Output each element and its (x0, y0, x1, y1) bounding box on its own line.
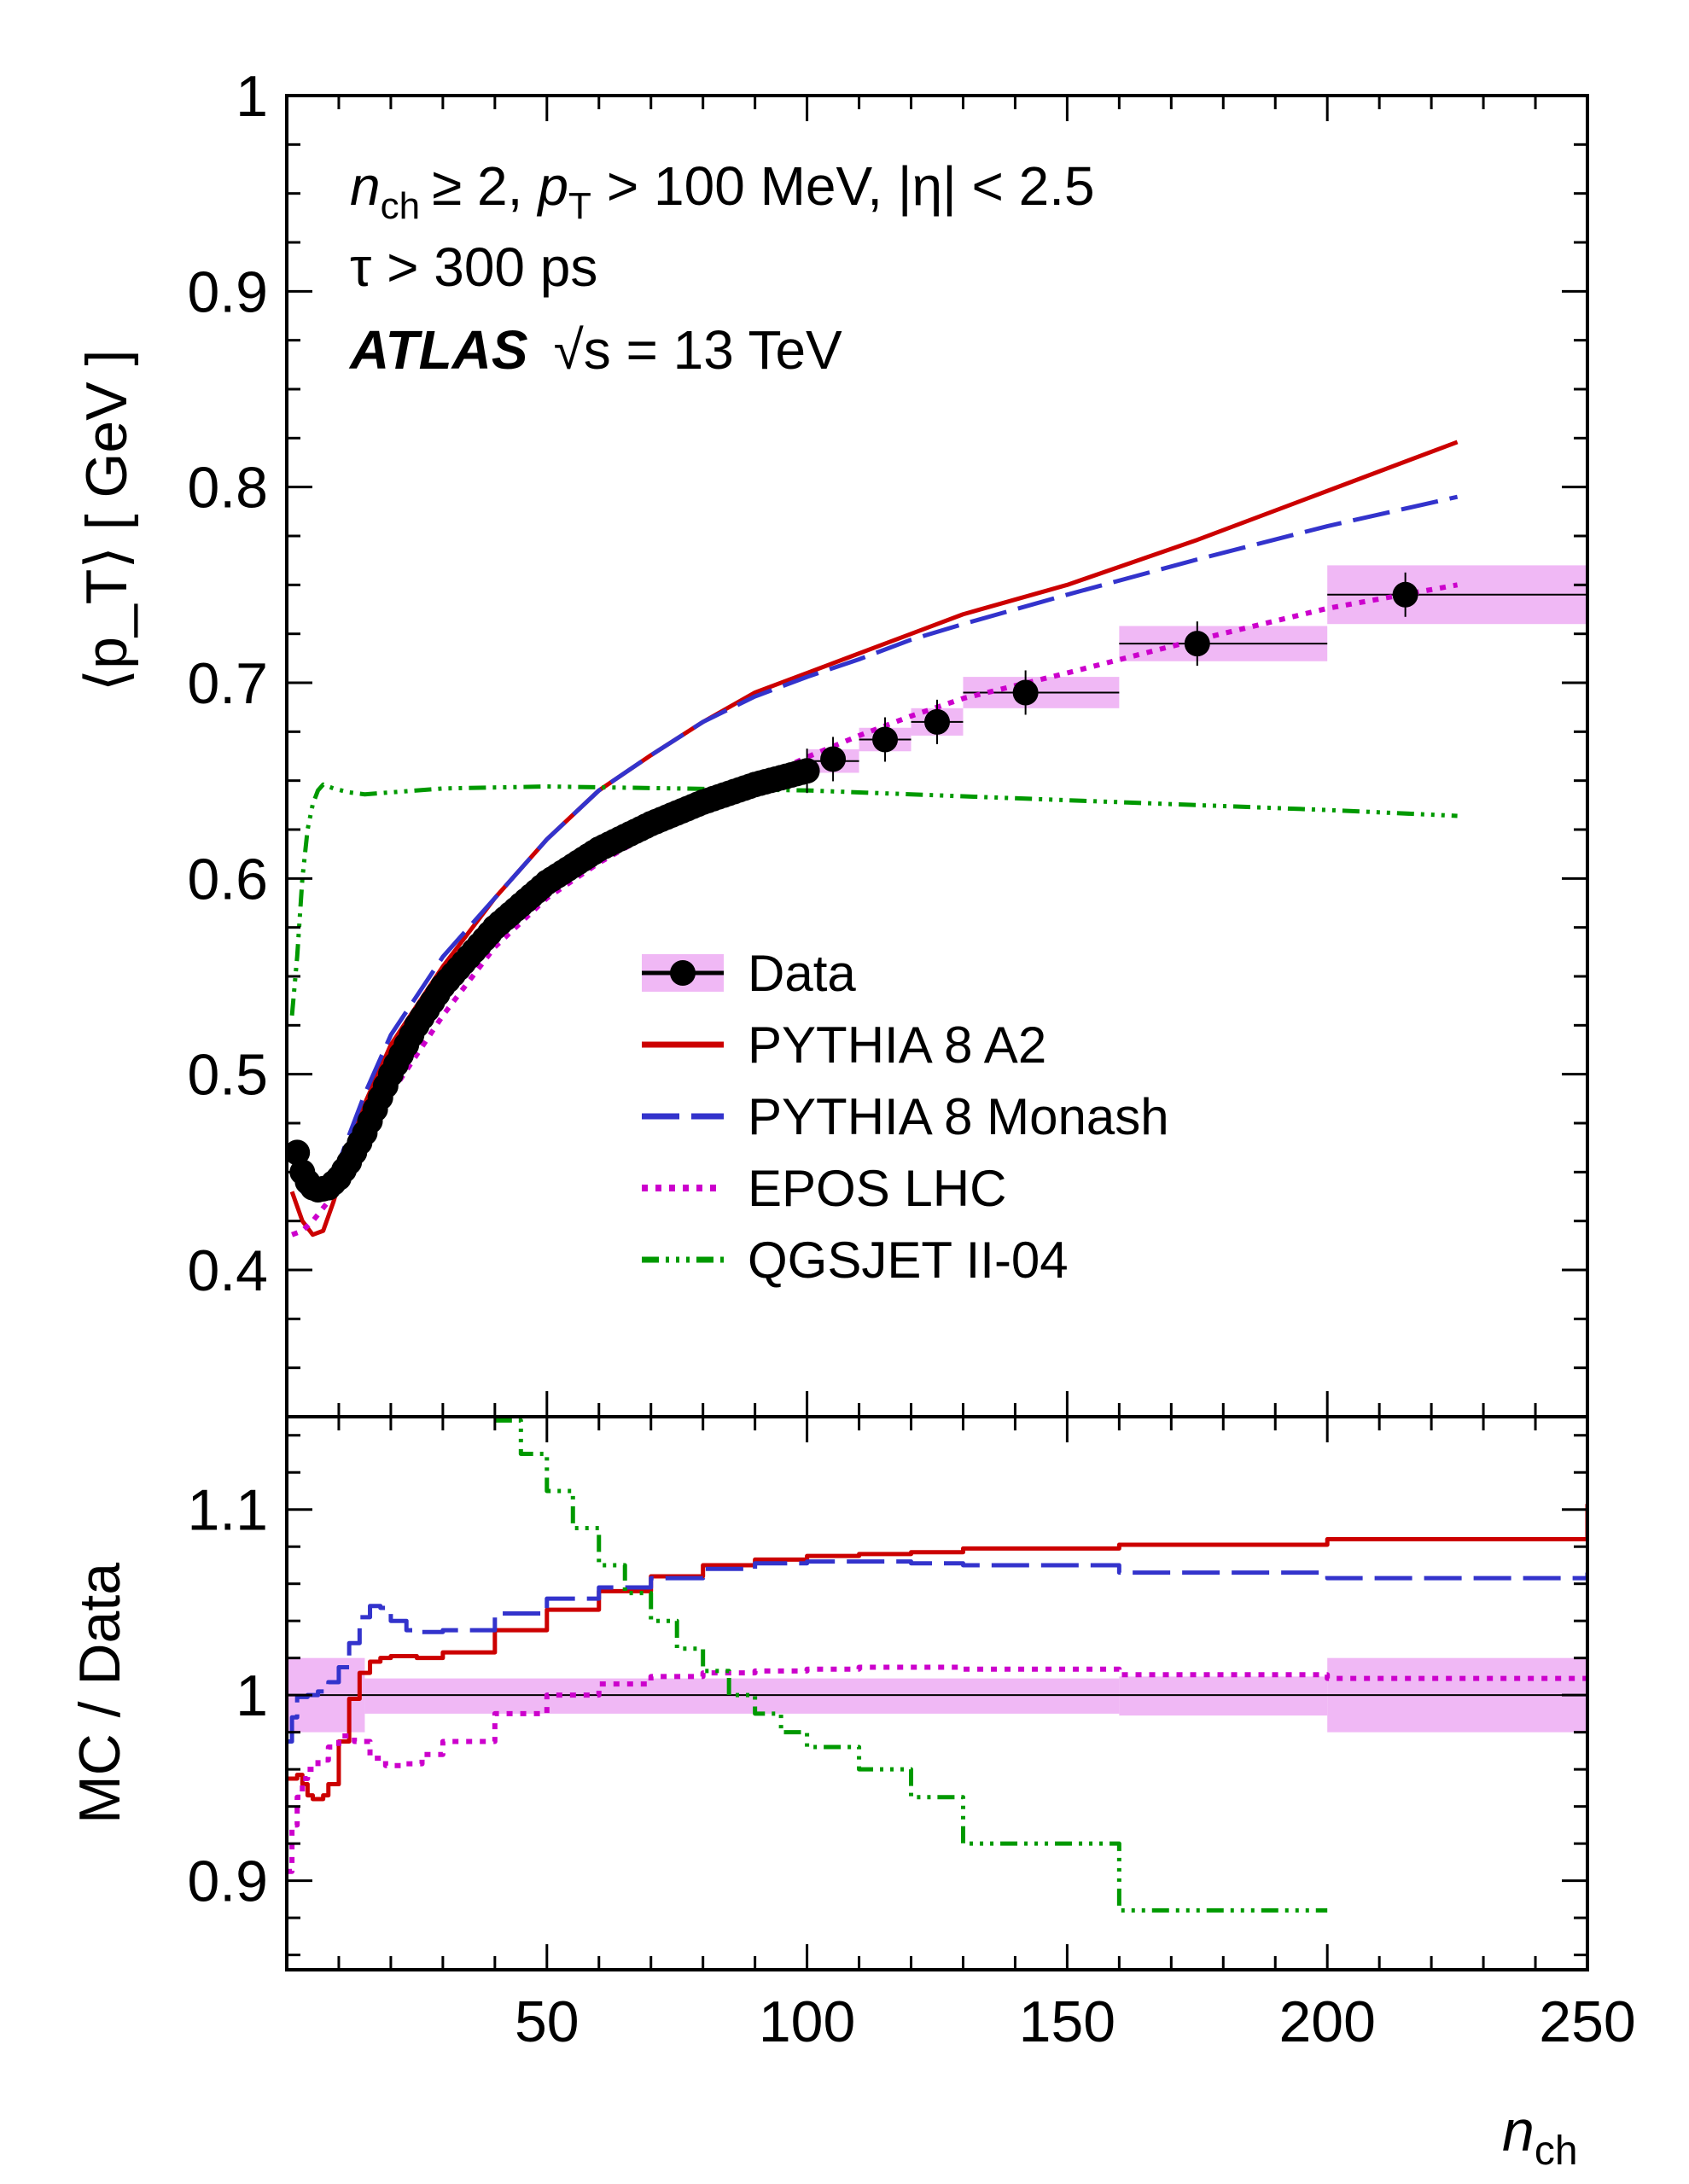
series-epos-lhc (287, 1664, 1587, 1874)
data-point (372, 1073, 399, 1099)
data-point (1184, 631, 1210, 657)
top-y-tick-label: 0.6 (187, 847, 268, 911)
top-y-tick-label: 0.4 (187, 1238, 268, 1303)
bottom-y-axis-ticks: 0.9 1 1.1 (187, 1434, 1587, 1957)
bottom-panel: 0.9 1 1.1 50 100 150 200 250 MC / Data nch (67, 1415, 1636, 2174)
legend-item-epos-lhc: EPOS LHC (642, 1160, 1006, 1217)
data-point (789, 759, 815, 785)
x-tick-label: 200 (1278, 1989, 1375, 2054)
series-pythia-8-a2 (287, 1504, 1587, 1802)
legend-label: QGSJET II-04 (748, 1232, 1069, 1289)
legend-label: PYTHIA 8 Monash (748, 1088, 1169, 1145)
legend-label: EPOS LHC (748, 1160, 1006, 1217)
data-points (287, 572, 1418, 1203)
x-axis-label: nch (1502, 2099, 1578, 2174)
energy-label: √s = 13 TeV (554, 319, 842, 381)
bottom-y-axis-label: MC / Data (67, 1563, 132, 1824)
data-point (287, 1139, 311, 1166)
bottom-y-tick-label: 1 (236, 1663, 268, 1728)
x-tick-label: 100 (759, 1989, 855, 2054)
legend-item-pythia-8-monash: PYTHIA 8 Monash (642, 1088, 1169, 1145)
pt-subscript: T (568, 185, 591, 227)
pt-symbol: p (536, 155, 568, 217)
top-y-tick-label: 0.7 (187, 651, 268, 716)
top-y-tick-label: 0.8 (187, 456, 268, 521)
legend-label: Data (748, 945, 856, 1002)
ratio-band (1119, 1676, 1328, 1716)
x-tick-label: 150 (1019, 1989, 1115, 2054)
legend-item-data: Data (642, 945, 856, 1002)
lifetime-info: τ > 300 ps (350, 236, 597, 298)
atlas-label: ATLAS (348, 319, 528, 381)
legend-item-qgsjet-ii-04: QGSJET II-04 (642, 1232, 1069, 1289)
top-y-axis-label: ⟨p_T⟩ [ GeV ] (74, 350, 139, 692)
ratio-band (364, 1678, 1120, 1714)
legend-marker-swatch (670, 960, 696, 986)
bottom-y-tick-label: 1.1 (187, 1478, 268, 1543)
bottom-y-tick-label: 0.9 (187, 1849, 268, 1914)
x-axis-subscript: ch (1535, 2129, 1578, 2174)
bottom-x-axis-ticks: 50 100 150 200 250 (337, 1417, 1636, 2054)
nch-subscript: ch (381, 185, 420, 227)
nch-symbol: n (350, 155, 381, 217)
data-uncertainty-bands (807, 565, 1587, 773)
ratio-curves (287, 1418, 1587, 1913)
top-y-tick-label: 1 (236, 64, 268, 129)
legend-label: PYTHIA 8 A2 (748, 1016, 1046, 1074)
series-qgsjet-ii-04 (494, 1418, 1328, 1913)
x-axis-symbol: n (1502, 2099, 1535, 2164)
x-tick-label: 50 (515, 1989, 580, 2054)
data-point (347, 1129, 373, 1156)
series-pythia-8-monash (287, 1559, 1587, 1744)
data-point (1012, 679, 1039, 706)
data-point (820, 746, 847, 772)
data-point (872, 726, 899, 753)
selection-info-line: nch ≥ 2, pT > 100 MeV, |η| < 2.5 (350, 155, 1095, 227)
top-y-tick-label: 0.9 (187, 259, 268, 324)
legend: Data PYTHIA 8 A2 PYTHIA 8 Monash EPOS LHC QG… (642, 945, 1169, 1289)
nch-condition: ≥ 2, (432, 155, 522, 217)
top-y-axis-ticks: 0.4 0.5 0.6 0.7 0.8 0.9 1 (187, 64, 1587, 1370)
legend-item-pythia-8-a2: PYTHIA 8 A2 (642, 1016, 1046, 1074)
data-point (924, 708, 950, 735)
top-y-tick-label: 0.5 (187, 1043, 268, 1108)
data-point (1392, 581, 1418, 608)
pt-eta-condition: > 100 MeV, |η| < 2.5 (607, 155, 1095, 217)
top-x-axis-ticks (337, 96, 1589, 1417)
top-panel: 0.4 0.5 0.6 0.7 0.8 0.9 1 ⟨p_T⟩ [ GeV ] nch ≥ 2… (74, 64, 1589, 1418)
bottom-panel-frame (285, 1415, 1589, 1971)
experiment-info: ATLAS √s = 13 TeV (348, 319, 842, 381)
x-tick-label: 250 (1539, 1989, 1635, 2054)
series-qgsjet-ii-04 (289, 782, 1458, 1016)
